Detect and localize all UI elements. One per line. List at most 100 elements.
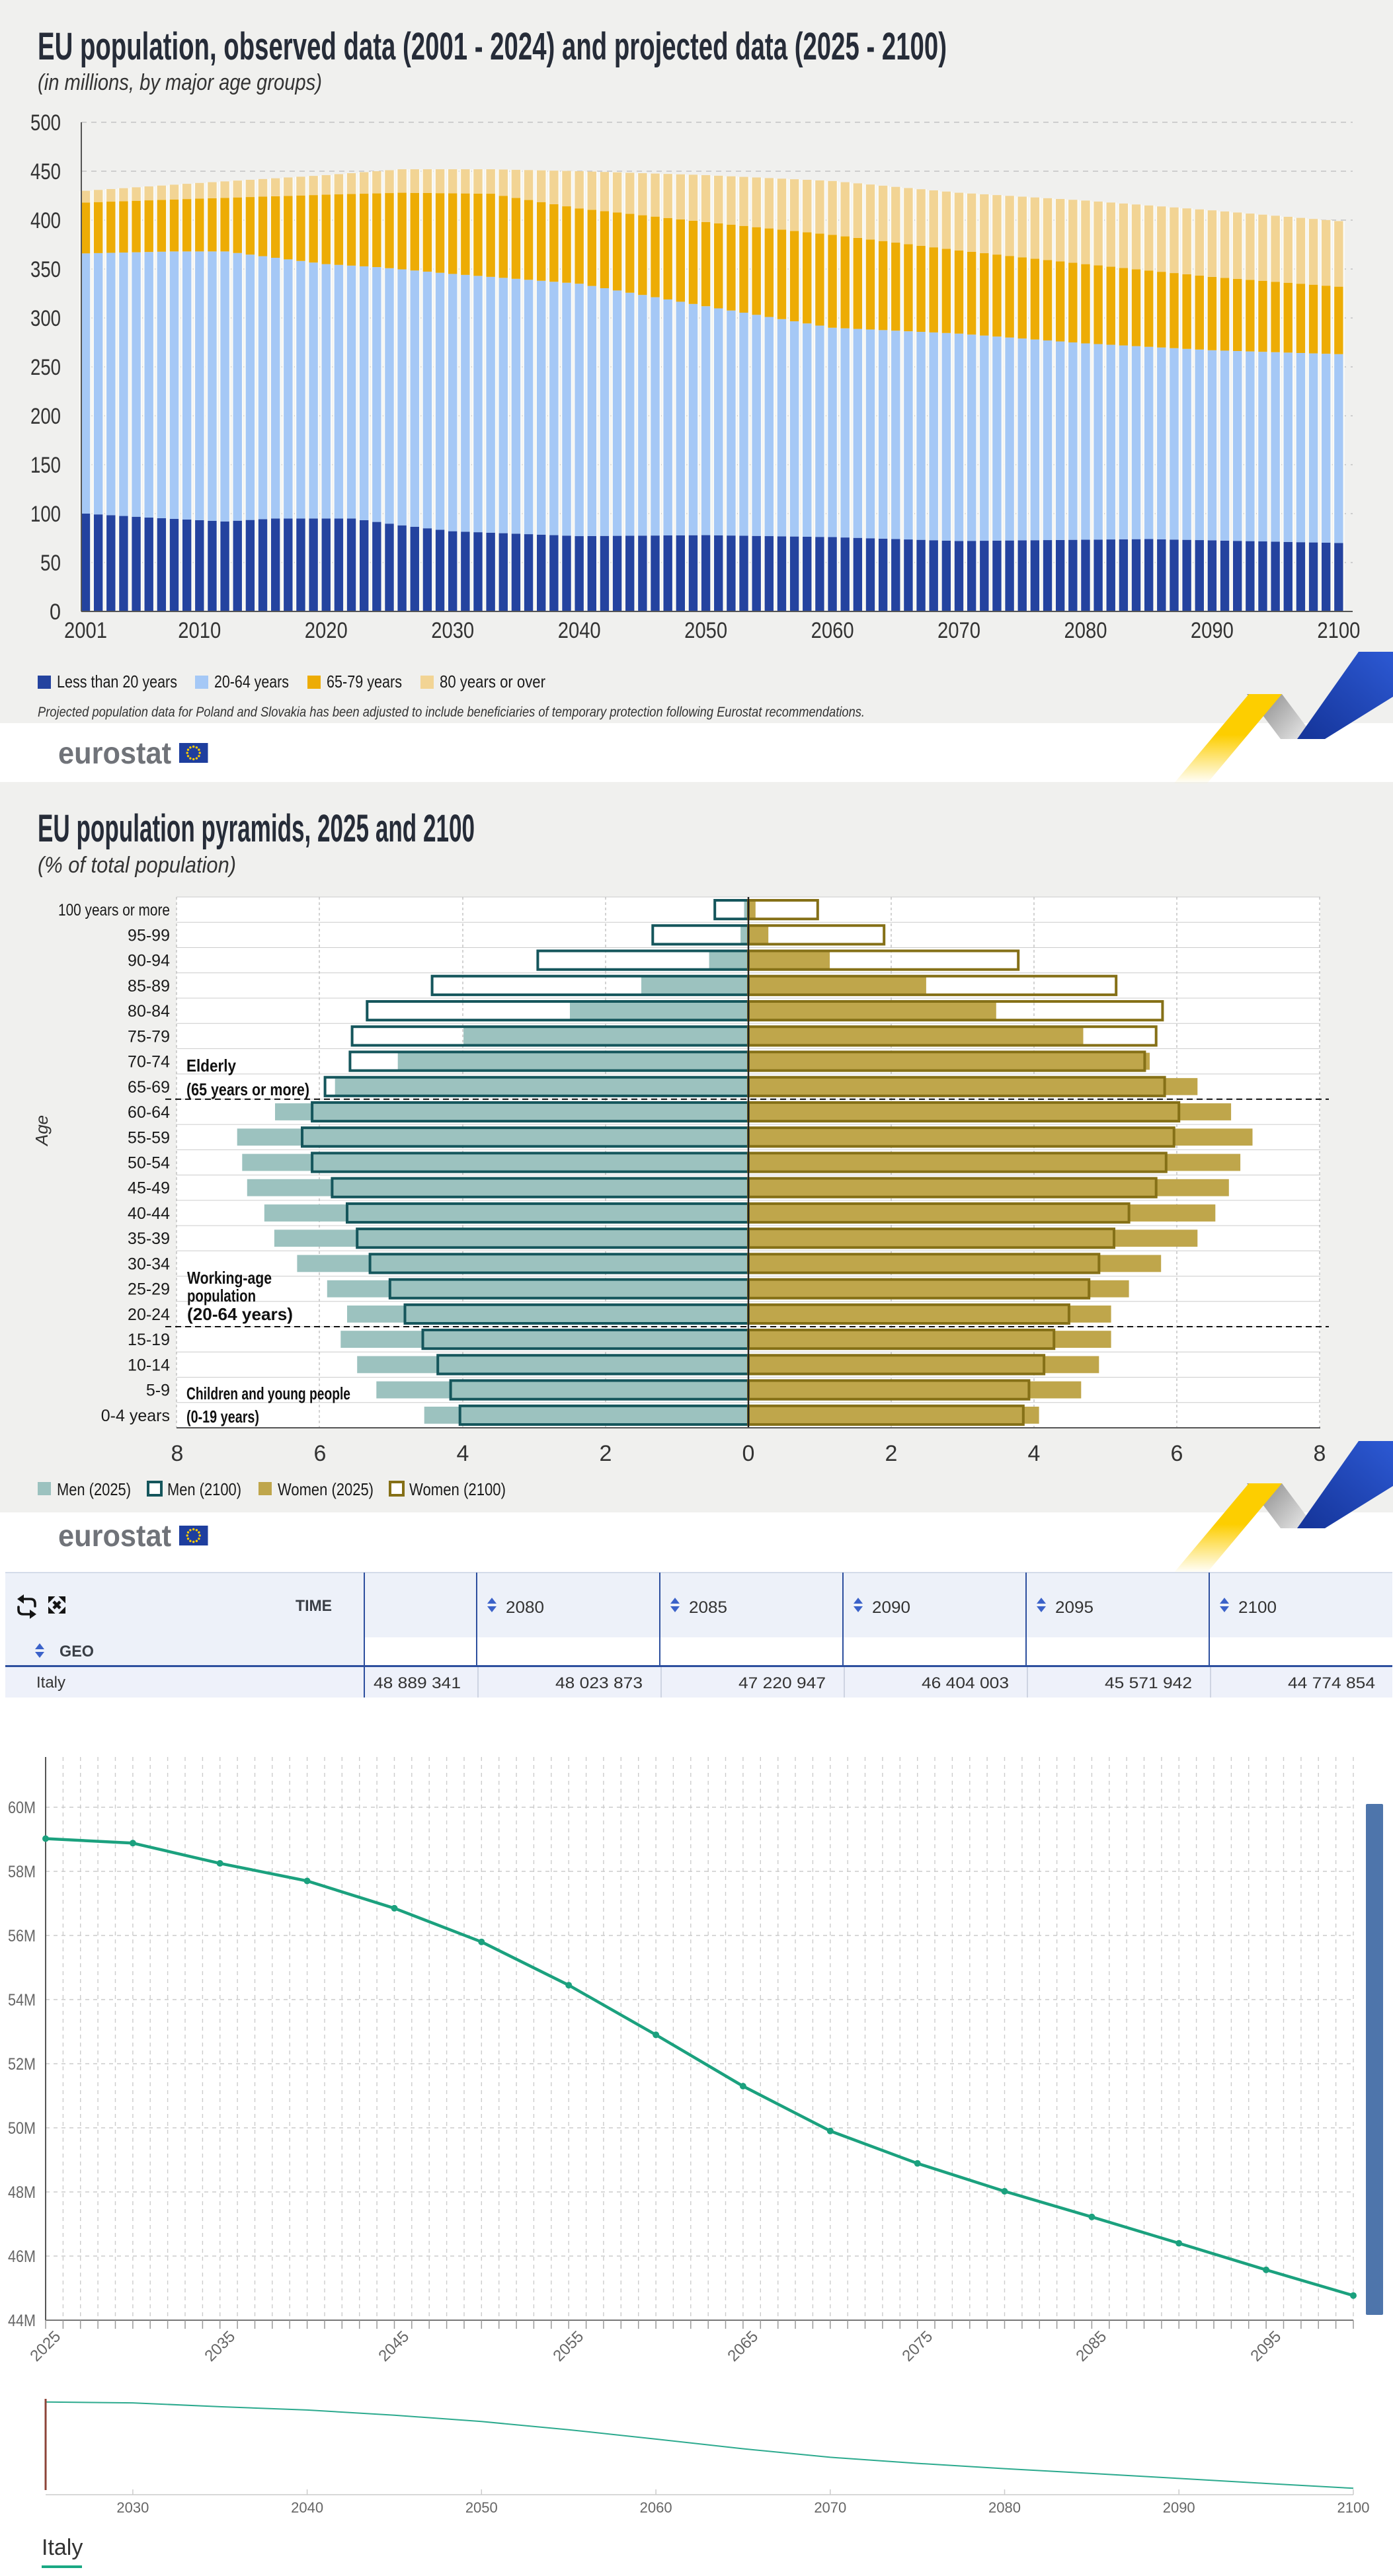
svg-text:60-64: 60-64 [128,1103,170,1122]
svg-text:2085: 2085 [1072,2327,1110,2365]
svg-text:2030: 2030 [116,2499,149,2516]
svg-text:2080: 2080 [506,1598,544,1617]
svg-text:44 774 854: 44 774 854 [1288,1674,1375,1692]
svg-text:2050: 2050 [465,2499,498,2516]
svg-text:Projected population data for: Projected population data for Poland and… [38,704,865,720]
svg-text:4: 4 [1028,1441,1041,1466]
svg-text:75-79: 75-79 [128,1027,170,1046]
svg-text:60M: 60M [8,1799,36,1817]
svg-text:TIME: TIME [296,1597,332,1615]
svg-text:(0-19 years): (0-19 years) [186,1407,259,1426]
svg-text:2040: 2040 [558,618,601,643]
svg-text:(20-64 years): (20-64 years) [187,1304,293,1324]
svg-text:(in millions, by major age gro: (in millions, by major age groups) [38,70,322,95]
svg-text:2: 2 [885,1441,898,1466]
svg-text:70-74: 70-74 [128,1053,170,1072]
svg-text:20-24: 20-24 [128,1306,170,1324]
svg-text:Italy: Italy [42,2535,83,2560]
svg-text:46M: 46M [8,2247,36,2266]
svg-text:2075: 2075 [898,2327,936,2365]
svg-text:2065: 2065 [724,2327,762,2365]
svg-text:2060: 2060 [640,2499,672,2516]
svg-text:Italy: Italy [36,1674,65,1692]
svg-text:8: 8 [1314,1441,1326,1466]
svg-text:58M: 58M [8,1863,36,1881]
svg-text:45 571 942: 45 571 942 [1105,1674,1192,1692]
svg-text:Women (2100): Women (2100) [409,1479,506,1499]
svg-text:2090: 2090 [1191,618,1234,643]
svg-text:200: 200 [30,404,61,429]
svg-text:EU population pyramids, 2025 a: EU population pyramids, 2025 and 2100 [38,807,475,850]
svg-text:100: 100 [30,502,61,527]
svg-text:50-54: 50-54 [128,1154,170,1173]
svg-text:5-9: 5-9 [146,1382,170,1400]
svg-text:55-59: 55-59 [128,1128,170,1147]
svg-text:80-84: 80-84 [128,1002,170,1021]
svg-text:0: 0 [742,1441,755,1466]
svg-text:25-29: 25-29 [128,1280,170,1299]
svg-text:44M: 44M [8,2312,36,2330]
svg-text:2090: 2090 [1163,2499,1195,2516]
svg-text:Working-age: Working-age [187,1268,272,1288]
svg-text:48 889 341: 48 889 341 [374,1674,461,1692]
svg-text:20-64 years: 20-64 years [214,672,289,691]
svg-text:80 years or over: 80 years or over [440,672,545,691]
svg-text:0: 0 [50,600,61,625]
svg-text:15-19: 15-19 [128,1331,170,1349]
svg-text:45-49: 45-49 [128,1179,170,1198]
svg-text:Women (2025): Women (2025) [278,1479,374,1499]
svg-text:100 years or more: 100 years or more [58,901,170,919]
svg-text:65-69: 65-69 [128,1078,170,1097]
svg-text:54M: 54M [8,1991,36,2010]
svg-text:Men (2100): Men (2100) [167,1479,241,1499]
svg-text:48 023 873: 48 023 873 [555,1674,643,1692]
svg-text:47 220 947: 47 220 947 [738,1674,826,1692]
svg-text:48M: 48M [8,2183,36,2202]
svg-text:2020: 2020 [305,618,348,643]
svg-text:35-39: 35-39 [128,1229,170,1248]
svg-text:65-79 years: 65-79 years [327,672,402,691]
svg-text:4: 4 [457,1441,469,1466]
svg-text:95-99: 95-99 [128,926,170,945]
svg-text:30-34: 30-34 [128,1255,170,1274]
svg-text:2095: 2095 [1055,1598,1094,1617]
svg-text:2085: 2085 [689,1598,727,1617]
svg-text:2010: 2010 [178,618,221,643]
svg-text:6: 6 [314,1441,327,1466]
svg-text:Men (2025): Men (2025) [57,1479,131,1499]
svg-text:2095: 2095 [1247,2327,1285,2365]
svg-text:250: 250 [30,355,61,380]
svg-text:eurostat: eurostat [58,1518,171,1553]
svg-text:Elderly: Elderly [186,1056,236,1075]
svg-text:Children and young people: Children and young people [186,1384,350,1403]
svg-text:350: 350 [30,257,61,282]
svg-text:2100: 2100 [1238,1598,1277,1617]
svg-text:50M: 50M [8,2119,36,2138]
svg-text:2045: 2045 [375,2327,413,2365]
svg-text:2060: 2060 [811,618,854,643]
svg-text:2090: 2090 [872,1598,910,1617]
svg-text:population: population [187,1286,256,1306]
svg-text:8: 8 [171,1441,184,1466]
svg-text:EU population, observed data (: EU population, observed data (2001 - 202… [38,25,947,68]
svg-text:6: 6 [1171,1441,1183,1466]
svg-text:90-94: 90-94 [128,952,170,970]
svg-text:2080: 2080 [1064,618,1107,643]
svg-text:2040: 2040 [291,2499,323,2516]
svg-text:eurostat: eurostat [58,736,171,770]
svg-text:450: 450 [30,159,61,184]
svg-text:2070: 2070 [937,618,980,643]
svg-text:2100: 2100 [1337,2499,1370,2516]
svg-text:0-4 years: 0-4 years [101,1407,170,1425]
svg-text:46 404 003: 46 404 003 [922,1674,1009,1692]
svg-text:2001: 2001 [64,618,107,643]
svg-text:2030: 2030 [431,618,474,643]
svg-text:2055: 2055 [549,2327,587,2365]
svg-text:40-44: 40-44 [128,1204,170,1223]
svg-text:50: 50 [40,551,61,576]
svg-text:10-14: 10-14 [128,1356,170,1374]
svg-text:150: 150 [30,453,61,478]
svg-text:56M: 56M [8,1927,36,1945]
svg-text:2035: 2035 [201,2327,239,2365]
svg-text:2070: 2070 [814,2499,846,2516]
